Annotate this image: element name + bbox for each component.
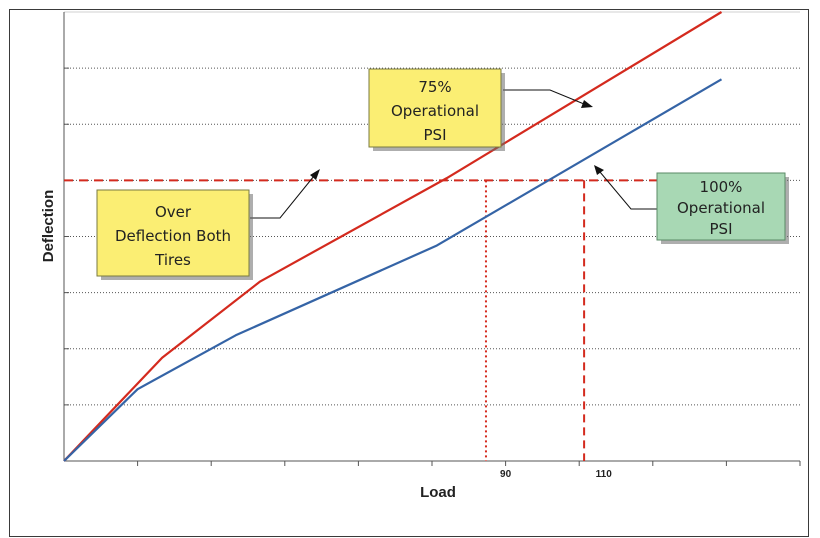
callout-100-line2: Operational bbox=[677, 199, 765, 217]
callout-over-deflection: Over Deflection Both Tires bbox=[96, 189, 253, 280]
callout-75-operational: 75% Operational PSI bbox=[368, 68, 505, 151]
callout-over-line2: Deflection Both bbox=[115, 227, 231, 245]
series-lines bbox=[63, 11, 723, 462]
x-tick-label: 110 bbox=[596, 469, 613, 480]
callout-100-operational: 100% Operational PSI bbox=[656, 172, 789, 244]
x-axis-title: Load bbox=[420, 484, 456, 501]
y-axis-title: Deflection bbox=[40, 190, 57, 263]
callout-100-box bbox=[656, 172, 786, 241]
series-100-operational-line bbox=[63, 78, 723, 462]
callout-over-line3: Tires bbox=[154, 251, 191, 269]
leader-100-arrowhead bbox=[594, 165, 604, 175]
x-tick-labels: 90 110 bbox=[500, 469, 612, 480]
leader-75-arrowhead bbox=[581, 100, 593, 108]
callout-leaders bbox=[250, 89, 658, 219]
leader-over-arrowhead bbox=[310, 169, 320, 180]
guide-lines bbox=[64, 179, 778, 461]
series-75-operational-line bbox=[63, 11, 723, 462]
callout-100-line1: 100% bbox=[700, 178, 743, 196]
callout-75-line3: PSI bbox=[424, 126, 447, 144]
x-tick-label: 90 bbox=[500, 469, 512, 480]
callout-75-box bbox=[368, 68, 502, 148]
callout-75-line1: 75% bbox=[418, 78, 451, 96]
leader-over-deflection bbox=[250, 175, 315, 219]
leader-75-operational bbox=[503, 89, 585, 105]
callout-over-line1: Over bbox=[155, 203, 192, 221]
x-axis-ticks bbox=[137, 461, 801, 466]
callout-100-line3: PSI bbox=[710, 220, 733, 238]
leader-100-operational bbox=[599, 171, 658, 210]
callout-over-box bbox=[96, 189, 250, 277]
callout-75-line2: Operational bbox=[391, 102, 479, 120]
